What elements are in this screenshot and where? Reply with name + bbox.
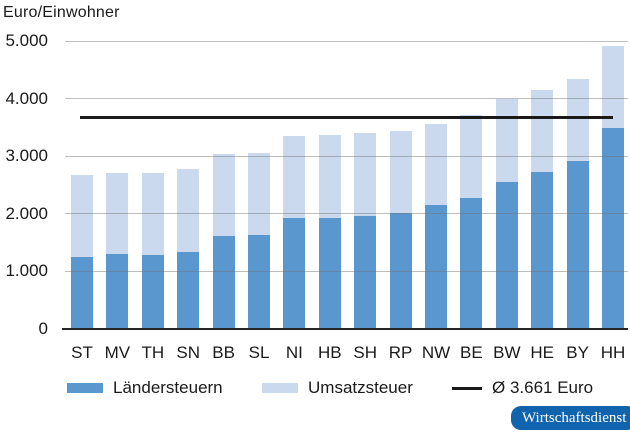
y-axis-tick-label: 0 [38,319,48,338]
x-axis-label-SH: SH [353,343,377,362]
bar-laendersteuern-SL [248,234,270,329]
x-axis-label-HE: HE [530,343,554,362]
bar-umsatzsteuer-RP [389,131,412,214]
legend-label-average: Ø 3.661 Euro [492,378,594,397]
bar-umsatzsteuer-HE [531,90,554,173]
bar-umsatzsteuer-NI [283,136,306,219]
legend-item-average: Ø 3.661 Euro [452,378,594,397]
legend-label-laendersteuern: Ländersteuern [113,378,223,397]
bar-laendersteuern-TH [141,254,164,329]
bar-umsatzsteuer-ST [71,175,93,257]
gridline-3.000 [65,155,628,157]
bar-laendersteuern-NW [425,205,447,329]
x-axis-baseline [62,328,628,330]
legend-label-umsatzsteuer: Umsatzsteuer [308,378,413,397]
bar-umsatzsteuer-SH [354,133,377,216]
bar-umsatzsteuer-SN [177,169,200,252]
bar-umsatzsteuer-TH [141,173,164,255]
bar-umsatzsteuer-BB [212,154,235,236]
bar-laendersteuern-SN [177,251,200,329]
gridline-2.000 [65,213,628,215]
x-axis-label-BB: BB [212,343,235,362]
bar-umsatzsteuer-BW [495,99,518,183]
gridline-4.000 [65,98,628,100]
x-axis-label-TH: TH [141,343,165,362]
x-axis-label-NW: NW [421,343,451,362]
gridline-5.000 [65,40,628,42]
bar-umsatzsteuer-BE [460,115,483,198]
y-axis-tick-label: 2.000 [5,203,48,223]
x-axis-label-RP: RP [388,343,413,362]
bar-laendersteuern-RP [389,213,412,329]
legend-item-umsatzsteuer: Umsatzsteuer [262,378,413,397]
bar-umsatzsteuer-NW [425,123,447,206]
x-axis-label-HH: HH [600,343,626,362]
bar-laendersteuern-MV [106,254,129,329]
bar-laendersteuern-HB [318,217,341,329]
gridline-1.000 [65,270,628,272]
x-axis-label-SL: SL [248,343,270,362]
x-axis-label-BY: BY [566,343,589,362]
bar-laendersteuern-BW [495,182,518,329]
y-axis-tick-label: 3.000 [5,146,48,166]
bar-laendersteuern-HH [602,127,624,329]
legend-swatch-average-line [452,386,482,390]
x-axis-label-BW: BW [493,343,521,362]
bar-umsatzsteuer-MV [106,173,129,255]
y-axis-tick-label: 5.000 [5,31,48,50]
x-axis-label-BE: BE [460,343,483,362]
bar-umsatzsteuer-BY [566,79,589,161]
bar-laendersteuern-BY [566,160,589,329]
bar-laendersteuern-NI [283,218,306,329]
y-axis-tick-label: 4.000 [5,88,48,108]
x-axis-label-ST: ST [71,343,93,362]
legend-swatch-laendersteuern [67,383,103,393]
chart-title: Euro/Einwohner [3,4,120,21]
legend-swatch-umsatzsteuer [262,383,298,393]
bar-laendersteuern-ST [71,257,93,329]
y-axis-tick-label: 1.000 [5,261,48,281]
average-reference-line [80,116,613,120]
wirtschaftsdienst-badge: Wirtschaftsdienst [511,406,630,430]
x-axis-label-HB: HB [317,343,342,362]
bar-laendersteuern-HE [531,172,554,329]
bar-laendersteuern-BE [460,197,483,329]
bar-laendersteuern-SH [354,215,377,329]
wirtschaftsdienst-badge-label: Wirtschaftsdienst [522,409,627,426]
x-axis-label-MV: MV [104,343,131,362]
bar-umsatzsteuer-HB [318,135,341,218]
bar-laendersteuern-BB [212,235,235,329]
legend-item-laendersteuern: Ländersteuern [67,378,223,397]
bar-umsatzsteuer-SL [248,153,270,235]
x-axis-label-SN: SN [176,343,200,362]
bar-umsatzsteuer-HH [602,45,624,128]
x-axis-label-NI: NI [285,343,303,362]
